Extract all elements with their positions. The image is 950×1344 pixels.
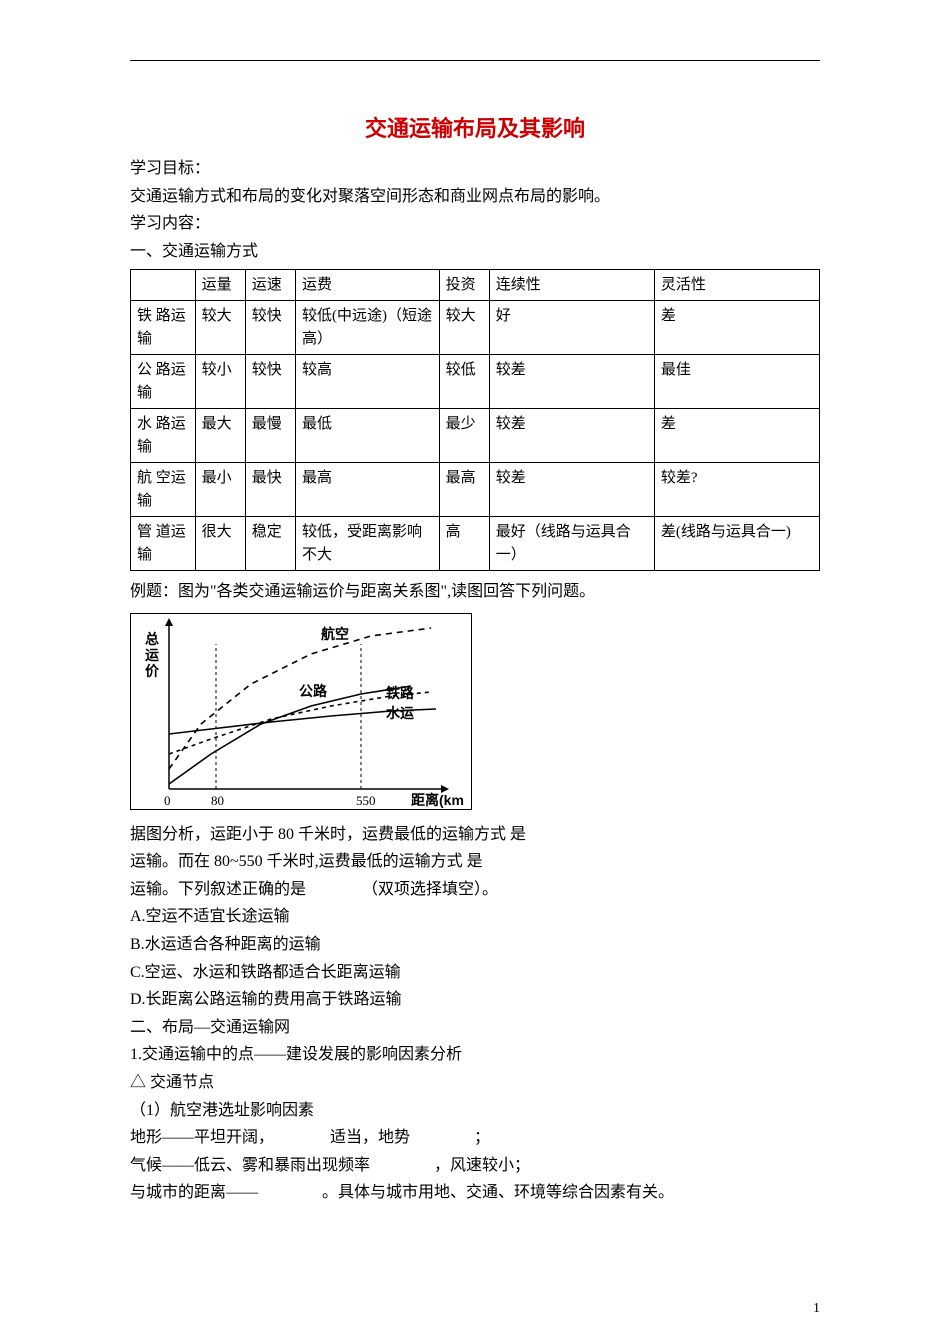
transport-modes-table: 运量 运速 运费 投资 连续性 灵活性 铁 路运输 较大 较快 较低(中远途)（… xyxy=(130,269,820,572)
table-row: 管 道运输 很大 稳定 较低，受距离影响不大 高 最好（线路与运具合一） 差(线… xyxy=(131,517,820,571)
section-2: 二、布局—交通运输网 xyxy=(130,1015,820,1041)
table-header-row: 运量 运速 运费 投资 连续性 灵活性 xyxy=(131,269,820,301)
page-number: 1 xyxy=(813,1298,820,1320)
th-volume: 运量 xyxy=(195,269,245,301)
table-row: 公 路运输 较小 较快 较高 较低 较差 最佳 xyxy=(131,355,820,409)
content-heading: 学习内容： xyxy=(130,211,820,237)
example-intro: 例题：图为"各类交通运输运价与距离关系图",读图回答下列问题。 xyxy=(130,579,820,605)
section-1: 一、交通运输方式 xyxy=(130,239,820,265)
option-b: B.水运适合各种距离的运输 xyxy=(130,932,820,958)
svg-text:80: 80 xyxy=(211,793,224,808)
page-title: 交通运输布局及其影响 xyxy=(130,111,820,146)
svg-text:铁路: 铁路 xyxy=(386,685,415,701)
goal-heading: 学习目标： xyxy=(130,156,820,182)
th-fee: 运费 xyxy=(296,269,440,301)
top-rule xyxy=(130,60,820,61)
option-a: A.空运不适宜长途运输 xyxy=(130,904,820,930)
svg-text:水运: 水运 xyxy=(386,705,414,721)
table-row: 铁 路运输 较大 较快 较低(中远途)（短途高） 较大 好 差 xyxy=(131,301,820,355)
point-1: 1.交通运输中的点——建设发展的影响因素分析 xyxy=(130,1042,820,1068)
table-row: 航 空运输 最小 最快 最高 最高 较差 较差? xyxy=(131,463,820,517)
option-c: C.空运、水运和铁路都适合长距离运输 xyxy=(130,960,820,986)
climate-line: 气候——低云、雾和暴雨出现频率 ，风速较小； xyxy=(130,1153,820,1179)
question-line-3: 运输。下列叙述正确的是 （双项选择填空）。 xyxy=(130,877,820,903)
table-row: 水 路运输 最大 最慢 最低 最少 较差 差 xyxy=(131,409,820,463)
question-line-1: 据图分析，运距小于 80 千米时，运费最低的运输方式 是 xyxy=(130,822,820,848)
question-line-2: 运输。而在 80~550 千米时,运费最低的运输方式 是 xyxy=(130,849,820,875)
distance-line: 与城市的距离—— 。具体与城市用地、交通、环境等综合因素有关。 xyxy=(130,1180,820,1206)
svg-text:航空: 航空 xyxy=(321,626,349,642)
svg-text:运: 运 xyxy=(145,647,159,663)
option-d: D.长距离公路运输的费用高于铁路运输 xyxy=(130,987,820,1013)
fare-distance-chart: 总运价距离(km 0 80 550 航空公路 铁路水运 xyxy=(130,613,820,810)
svg-text:距离(km: 距离(km xyxy=(411,792,464,808)
svg-text:公路: 公路 xyxy=(299,683,328,699)
airport-heading: （1）航空港选址影响因素 xyxy=(130,1098,820,1124)
goal-text: 交通运输方式和布局的变化对聚落空间形态和商业网点布局的影响。 xyxy=(130,184,820,210)
terrain-line: 地形——平坦开阔， 适当，地势 ； xyxy=(130,1125,820,1151)
svg-text:价: 价 xyxy=(145,663,160,679)
chart-svg: 总运价距离(km 0 80 550 航空公路 铁路水运 xyxy=(131,614,471,809)
node-heading: △ 交通节点 xyxy=(130,1070,820,1096)
th-speed: 运速 xyxy=(245,269,295,301)
th-investment: 投资 xyxy=(439,269,489,301)
th-flexibility: 灵活性 xyxy=(654,269,819,301)
svg-text:550: 550 xyxy=(356,793,376,808)
svg-text:总: 总 xyxy=(145,631,159,647)
th-mode xyxy=(131,269,196,301)
svg-text:0: 0 xyxy=(164,793,171,808)
th-continuity: 连续性 xyxy=(489,269,654,301)
